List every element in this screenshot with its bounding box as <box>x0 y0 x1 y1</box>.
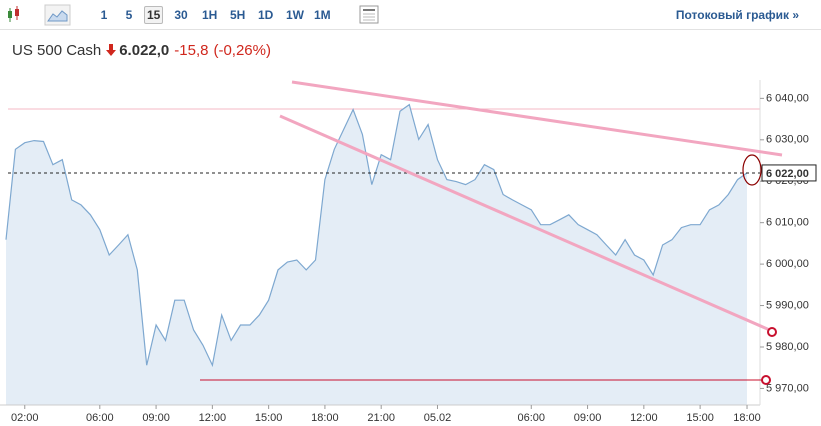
y-tick-label: 6 010,00 <box>766 217 809 229</box>
interval-button[interactable]: 5H <box>230 8 246 22</box>
drawing-handle <box>761 375 771 385</box>
x-tick-label: 02:00 <box>11 412 39 424</box>
y-tick-label: 5 980,00 <box>766 341 809 353</box>
x-tick-label: 18:00 <box>311 412 339 424</box>
interval-button[interactable]: 15 <box>144 6 164 24</box>
x-tick-label: 09:00 <box>574 412 602 424</box>
price: 6.022,0 <box>119 42 170 59</box>
interval-button[interactable]: 30 <box>174 8 188 22</box>
toolbar-icons <box>8 4 379 26</box>
interval-button[interactable]: 1 <box>100 8 108 22</box>
drawing-handle <box>767 327 777 337</box>
interval-button[interactable]: 1D <box>258 8 274 22</box>
quote-header: US 500 Cash 6.022,0 -15,8 (-0,26%) <box>12 42 276 59</box>
y-tick-label: 5 970,00 <box>766 382 809 394</box>
y-tick-label: 6 030,00 <box>766 134 809 146</box>
streaming-link[interactable]: Потоковый график » <box>675 8 799 22</box>
area-fill <box>6 104 747 405</box>
x-tick-label: 05.02 <box>424 412 452 424</box>
toolbar: 1 5 15 30 1H 5H 1D 1W 1M Потоковый график » <box>0 0 821 30</box>
down-arrow <box>106 44 117 56</box>
y-tick-label: 6 000,00 <box>766 258 809 270</box>
instrument-name: US 500 Cash <box>12 42 102 59</box>
trend-line <box>279 114 773 333</box>
interval-button[interactable]: 1W <box>286 8 304 22</box>
price-line <box>5 103 748 368</box>
interval-button[interactable]: 5 <box>125 8 133 22</box>
x-tick-label: 21:00 <box>367 412 395 424</box>
candles-icon[interactable] <box>8 6 19 22</box>
x-tick-label: 15:00 <box>686 412 714 424</box>
x-tick-label: 06:00 <box>518 412 546 424</box>
interval-button[interactable]: 1M <box>314 8 331 22</box>
highlight-ellipse <box>742 154 762 186</box>
current-price-label: 6 022,00 <box>766 168 809 180</box>
area-icon[interactable] <box>44 4 71 26</box>
x-tick-label: 12:00 <box>199 412 227 424</box>
settings-icon[interactable] <box>359 5 379 24</box>
x-tick-label: 12:00 <box>630 412 658 424</box>
interval-button[interactable]: 1H <box>202 8 218 22</box>
x-tick-label: 18:00 <box>733 412 761 424</box>
current-price-box <box>761 164 817 182</box>
y-tick-label: 5 990,00 <box>766 299 809 311</box>
trend-line <box>291 80 783 157</box>
x-tick-label: 15:00 <box>255 412 283 424</box>
x-tick-label: 06:00 <box>86 412 114 424</box>
change-pct: (-0,26%) <box>213 42 271 59</box>
y-tick-label: 6 040,00 <box>766 92 809 104</box>
x-tick-label: 09:00 <box>142 412 170 424</box>
change: -15,8 <box>174 42 209 59</box>
